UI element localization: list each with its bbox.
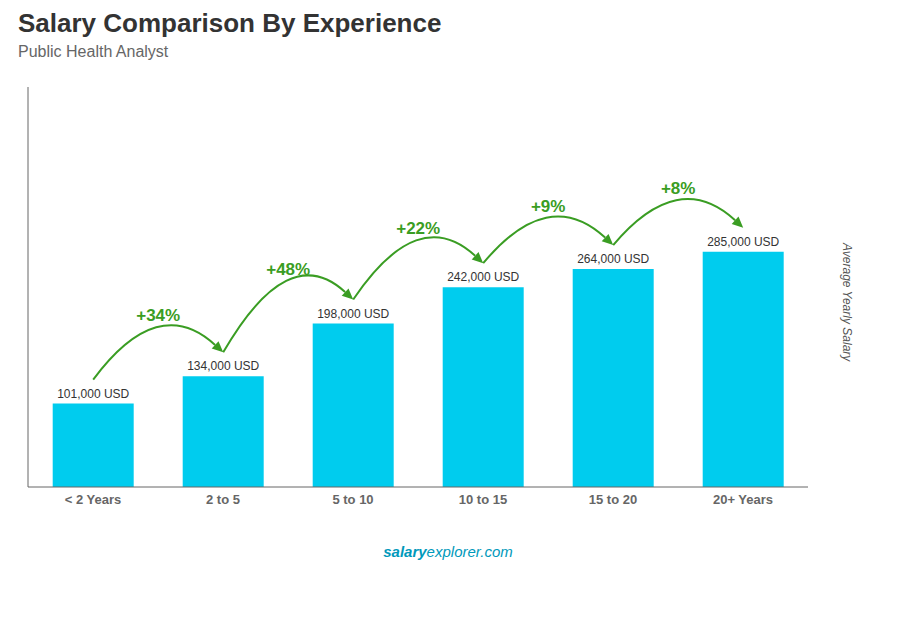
svg-text:134,000 USD: 134,000 USD [187, 359, 259, 373]
svg-text:+8%: +8% [661, 179, 696, 198]
svg-text:+48%: +48% [266, 260, 310, 279]
svg-text:15 to 20: 15 to 20 [589, 492, 637, 507]
html-text:Salary Comparison By Experienc: Salary Comparison By Experience [18, 8, 442, 38]
html-text:Average Yearly Salary: Average Yearly Salary [840, 242, 854, 362]
svg-text:242,000 USD: 242,000 USD [447, 270, 519, 284]
svg-text:+22%: +22% [396, 219, 440, 238]
html-text:salary explorer.com: salary explorer.com [383, 543, 513, 560]
svg-text:285,000 USD: 285,000 USD [707, 235, 779, 249]
svg-text:2 to 5: 2 to 5 [206, 492, 240, 507]
svg-text:+9%: +9% [531, 197, 566, 216]
svg-text:20+ Years: 20+ Years [713, 492, 773, 507]
svg-text:5 to 10: 5 to 10 [332, 492, 373, 507]
svg-text:101,000 USD: 101,000 USD [57, 387, 129, 401]
svg-text:198,000 USD: 198,000 USD [317, 307, 389, 321]
html-text:Public Health Analyst: Public Health Analyst [18, 43, 169, 60]
svg-text:10 to 15: 10 to 15 [459, 492, 507, 507]
svg-text:< 2 Years: < 2 Years [65, 492, 122, 507]
svg-text:+34%: +34% [136, 306, 180, 325]
svg-text:264,000 USD: 264,000 USD [577, 252, 649, 266]
